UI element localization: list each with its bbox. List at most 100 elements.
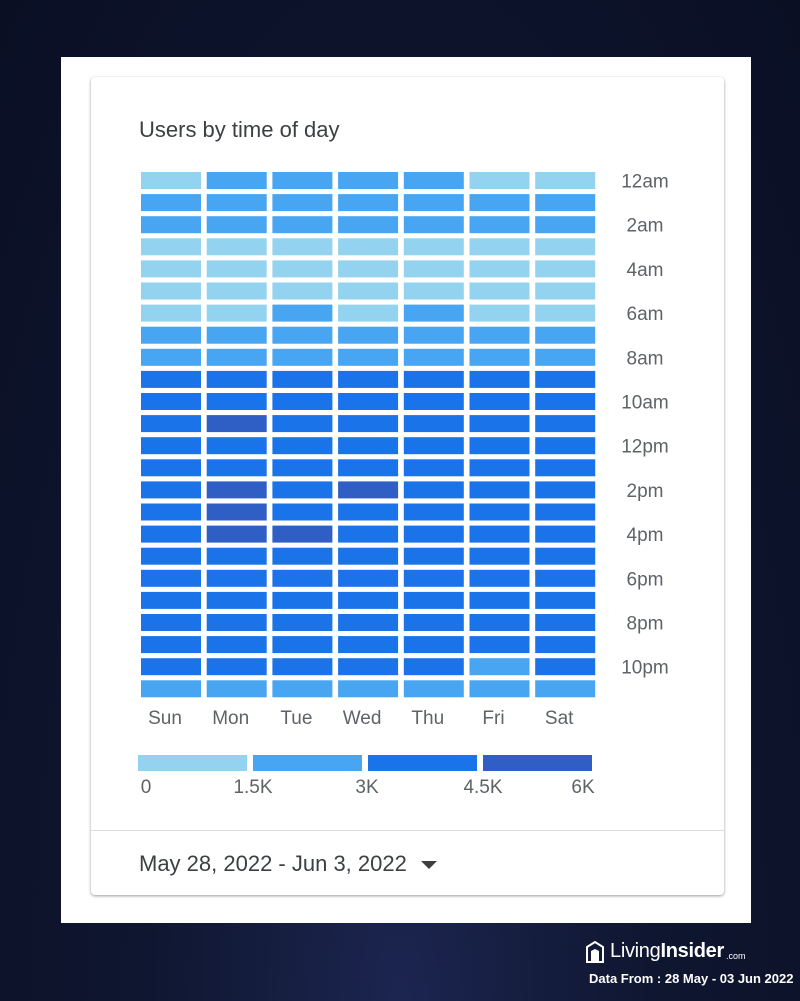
heatmap-cell-sun-6pm[interactable] [141,569,201,587]
heatmap-cell-tue-6am[interactable] [272,304,333,322]
heatmap-cell-fri-11pm[interactable] [469,680,530,698]
heatmap-cell-sat-6pm[interactable] [535,569,596,587]
heatmap-cell-thu-7am[interactable] [403,326,464,344]
heatmap-cell-fri-1pm[interactable] [469,459,530,477]
heatmap-cell-thu-4pm[interactable] [403,525,464,543]
heatmap-cell-sat-12pm[interactable] [535,437,596,455]
heatmap-cell-mon-4pm[interactable] [206,525,267,543]
heatmap-cell-sat-7pm[interactable] [535,591,596,609]
heatmap-cell-mon-7pm[interactable] [206,591,267,609]
heatmap-cell-tue-12am[interactable] [272,172,333,189]
heatmap-cell-mon-1am[interactable] [206,194,267,212]
heatmap-cell-wed-11am[interactable] [338,415,399,433]
heatmap-cell-sun-2am[interactable] [141,216,201,234]
heatmap-cell-sun-7am[interactable] [141,326,201,344]
heatmap-cell-fri-5am[interactable] [469,282,530,300]
heatmap-cell-thu-3pm[interactable] [403,503,464,521]
heatmap-cell-mon-10am[interactable] [206,393,267,410]
heatmap-cell-sat-6am[interactable] [535,304,596,322]
heatmap-cell-sat-4pm[interactable] [535,525,596,543]
heatmap-cell-sun-10am[interactable] [141,393,201,410]
heatmap-cell-tue-4am[interactable] [272,260,333,278]
heatmap-cell-sat-8pm[interactable] [535,614,596,631]
heatmap-cell-sat-2pm[interactable] [535,481,596,499]
heatmap-cell-thu-11pm[interactable] [403,680,464,698]
heatmap-cell-sat-1pm[interactable] [535,459,596,477]
heatmap-cell-wed-6am[interactable] [338,304,399,322]
heatmap-cell-thu-9pm[interactable] [403,636,464,654]
heatmap-cell-sat-1am[interactable] [535,194,596,212]
heatmap-cell-tue-10am[interactable] [272,393,333,410]
heatmap-cell-tue-6pm[interactable] [272,569,333,587]
heatmap-cell-wed-10pm[interactable] [338,658,399,676]
heatmap-cell-wed-11pm[interactable] [338,680,399,698]
heatmap-cell-sun-8am[interactable] [141,348,201,366]
heatmap-cell-tue-9am[interactable] [272,370,333,388]
heatmap-cell-fri-3pm[interactable] [469,503,530,521]
heatmap-cell-mon-3pm[interactable] [206,503,267,521]
heatmap-cell-tue-1pm[interactable] [272,459,333,477]
heatmap-cell-wed-4am[interactable] [338,260,399,278]
heatmap-cell-fri-4am[interactable] [469,260,530,278]
heatmap-cell-mon-1pm[interactable] [206,459,267,477]
heatmap-cell-mon-6pm[interactable] [206,569,267,587]
heatmap-cell-tue-12pm[interactable] [272,437,333,455]
heatmap-cell-thu-8am[interactable] [403,348,464,366]
heatmap-cell-fri-5pm[interactable] [469,547,530,565]
heatmap-cell-mon-5pm[interactable] [206,547,267,565]
heatmap-cell-tue-11am[interactable] [272,415,333,433]
heatmap-cell-sun-9am[interactable] [141,370,201,388]
heatmap-cell-fri-6pm[interactable] [469,569,530,587]
heatmap-cell-thu-1am[interactable] [403,194,464,212]
heatmap-cell-wed-4pm[interactable] [338,525,399,543]
heatmap-cell-thu-3am[interactable] [403,238,464,256]
heatmap-cell-wed-7am[interactable] [338,326,399,344]
heatmap-cell-thu-12pm[interactable] [403,437,464,455]
heatmap-cell-fri-2pm[interactable] [469,481,530,499]
heatmap-cell-sat-10pm[interactable] [535,658,596,676]
heatmap-cell-sun-4pm[interactable] [141,525,201,543]
heatmap-cell-thu-4am[interactable] [403,260,464,278]
heatmap-cell-thu-2am[interactable] [403,216,464,234]
heatmap-cell-mon-7am[interactable] [206,326,267,344]
heatmap-cell-mon-8pm[interactable] [206,614,267,631]
heatmap-cell-sat-7am[interactable] [535,326,596,344]
heatmap-cell-sat-11pm[interactable] [535,680,596,698]
heatmap-cell-thu-9am[interactable] [403,370,464,388]
heatmap-cell-wed-2am[interactable] [338,216,399,234]
heatmap-cell-fri-6am[interactable] [469,304,530,322]
heatmap-cell-sun-1am[interactable] [141,194,201,212]
heatmap-cell-sun-6am[interactable] [141,304,201,322]
heatmap-cell-sun-8pm[interactable] [141,614,201,631]
heatmap-cell-tue-4pm[interactable] [272,525,333,543]
heatmap-cell-tue-9pm[interactable] [272,636,333,654]
heatmap-cell-thu-8pm[interactable] [403,614,464,631]
heatmap-cell-thu-7pm[interactable] [403,591,464,609]
heatmap-cell-sun-4am[interactable] [141,260,201,278]
heatmap-cell-fri-4pm[interactable] [469,525,530,543]
heatmap-cell-sun-9pm[interactable] [141,636,201,654]
heatmap-cell-mon-6am[interactable] [206,304,267,322]
heatmap-cell-sun-12am[interactable] [141,172,201,189]
heatmap-cell-sat-9am[interactable] [535,370,596,388]
heatmap-cell-sun-10pm[interactable] [141,658,201,676]
heatmap-cell-fri-8pm[interactable] [469,614,530,631]
heatmap-cell-sat-12am[interactable] [535,172,596,189]
heatmap-cell-tue-8am[interactable] [272,348,333,366]
heatmap-cell-fri-12pm[interactable] [469,437,530,455]
heatmap-cell-mon-4am[interactable] [206,260,267,278]
heatmap-cell-wed-6pm[interactable] [338,569,399,587]
heatmap-cell-tue-7pm[interactable] [272,591,333,609]
heatmap-cell-tue-5pm[interactable] [272,547,333,565]
heatmap-cell-wed-5pm[interactable] [338,547,399,565]
heatmap-cell-tue-3am[interactable] [272,238,333,256]
heatmap-cell-mon-11am[interactable] [206,415,267,433]
heatmap-cell-fri-10am[interactable] [469,393,530,410]
heatmap-cell-sun-3am[interactable] [141,238,201,256]
heatmap-cell-tue-5am[interactable] [272,282,333,300]
heatmap-cell-sat-10am[interactable] [535,393,596,410]
heatmap-cell-thu-2pm[interactable] [403,481,464,499]
heatmap-cell-wed-3am[interactable] [338,238,399,256]
heatmap-cell-sun-11pm[interactable] [141,680,201,698]
heatmap-cell-thu-11am[interactable] [403,415,464,433]
